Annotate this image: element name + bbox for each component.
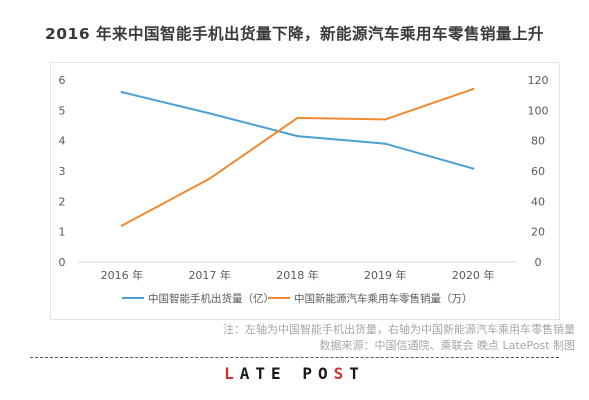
axis-note: 注：左轴为中国智能手机出货量，右轴为中国新能源汽车乘用车零售销量: [223, 323, 575, 336]
x-tick-label: 2020 年: [452, 268, 495, 282]
series-point-2: [208, 177, 211, 180]
y-left-tick-label: 5: [59, 104, 66, 117]
x-tick-label: 2016 年: [101, 268, 144, 282]
series-line-1: [121, 91, 474, 170]
y-right-tick-label: 80: [531, 135, 545, 148]
legend-label-1: 中国智能手机出货量（亿）: [148, 292, 274, 305]
y-left-tick-label: 1: [59, 226, 66, 239]
x-tick-label: 2019 年: [364, 268, 407, 282]
y-right-tick-label: 0: [535, 256, 542, 269]
y-right-tick-label: 40: [531, 195, 545, 208]
brand-logo: LATE POST: [0, 364, 589, 383]
y-left-tick-label: 3: [59, 165, 66, 178]
series-point-2: [384, 118, 387, 121]
x-tick-label: 2018 年: [276, 268, 319, 282]
y-left-tick-label: 0: [59, 256, 66, 269]
series-point-2: [120, 224, 124, 227]
series-line-2: [121, 88, 474, 227]
series-point-2: [471, 87, 475, 91]
chart-title: 2016 年来中国智能手机出货量下降，新能源汽车乘用车零售销量上升: [44, 25, 545, 43]
series-point-1: [208, 112, 211, 115]
series-point-1: [296, 134, 299, 138]
y-right-tick-label: 20: [531, 226, 545, 239]
x-tick-label: 2017 年: [188, 268, 231, 282]
dashed-divider: [30, 357, 559, 358]
series-point-1: [120, 90, 124, 94]
y-right-tick-label: 120: [528, 74, 549, 87]
series-point-2: [296, 116, 299, 120]
y-left-tick-label: 4: [59, 135, 66, 148]
source-note: 数据来源：中国信通院、乘联会 晚点 LatePost 制图: [319, 339, 575, 352]
y-left-tick-label: 6: [59, 74, 66, 87]
y-right-tick-label: 60: [531, 165, 545, 178]
series-point-1: [471, 167, 475, 170]
brand-text: LATE POST: [224, 364, 365, 383]
chart-frame: [50, 62, 560, 320]
y-right-tick-label: 100: [528, 104, 549, 117]
legend-label-2: 中国新能源汽车乘用车零售销量（万）: [294, 292, 473, 305]
y-left-tick-label: 2: [59, 195, 66, 208]
series-point-1: [384, 142, 387, 145]
